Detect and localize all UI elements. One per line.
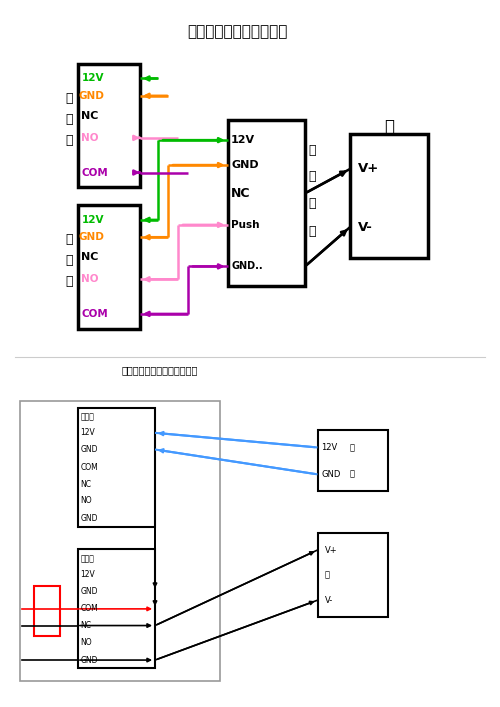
Text: 12V: 12V [80,570,95,579]
Text: 12V: 12V [80,428,95,438]
Bar [318,533,388,617]
Bar [78,408,155,527]
Text: V+: V+ [325,546,338,554]
Bar [228,120,305,286]
Text: 锁: 锁 [384,118,394,136]
Text: 电: 电 [308,197,316,210]
Text: GND: GND [80,655,98,665]
Text: 机: 机 [65,134,72,147]
Text: GND: GND [80,514,98,523]
Text: NO: NO [80,496,92,506]
Text: GND: GND [78,232,104,243]
Bar [350,134,428,258]
Text: 门禁机: 门禁机 [80,413,94,422]
Bar [78,205,140,329]
Text: 12V: 12V [322,443,338,452]
Text: 门禁机: 门禁机 [80,554,94,563]
Text: GND: GND [231,160,258,170]
Text: NO: NO [80,638,92,647]
Text: 12V: 12V [231,135,255,145]
Text: 源: 源 [308,225,316,238]
Text: 两门禁机控制一锁接线图: 两门禁机控制一锁接线图 [188,24,288,40]
Text: 电: 电 [350,443,355,452]
Text: COM: COM [80,604,98,614]
Text: NO: NO [82,274,99,284]
Bar [34,586,60,636]
Text: 两门禁机控一锁普通电源接法: 两门禁机控一锁普通电源接法 [122,366,198,375]
Text: 源: 源 [350,470,355,479]
Bar [318,431,388,491]
Text: NC: NC [82,110,99,121]
Text: COM: COM [82,168,108,177]
Text: 12V: 12V [82,74,104,83]
Text: GND..: GND.. [231,262,262,271]
Text: 禁: 禁 [308,170,316,183]
Text: 锁: 锁 [325,571,330,580]
Bar [78,64,140,187]
Text: COM: COM [80,463,98,472]
Text: Push: Push [231,220,260,230]
Bar [20,402,220,682]
Text: 门: 门 [308,144,316,156]
Text: 机: 机 [65,275,72,288]
Text: GND: GND [80,445,98,454]
Text: GND: GND [78,90,104,101]
Text: 禁: 禁 [65,113,72,126]
Text: 门: 门 [65,233,72,246]
Text: COM: COM [82,309,108,319]
Text: 12V: 12V [82,215,104,225]
Text: NC: NC [82,252,99,262]
Text: V-: V- [325,596,333,604]
Text: NC: NC [231,187,250,200]
Text: GND: GND [80,587,98,595]
Text: GND: GND [322,470,341,479]
Text: NO: NO [82,133,99,143]
Text: 禁: 禁 [65,255,72,267]
Text: NC: NC [80,479,92,489]
Bar [78,549,155,668]
Text: NC: NC [80,621,92,630]
Text: 门: 门 [65,92,72,105]
Text: V-: V- [358,221,372,233]
Text: V+: V+ [358,163,379,175]
